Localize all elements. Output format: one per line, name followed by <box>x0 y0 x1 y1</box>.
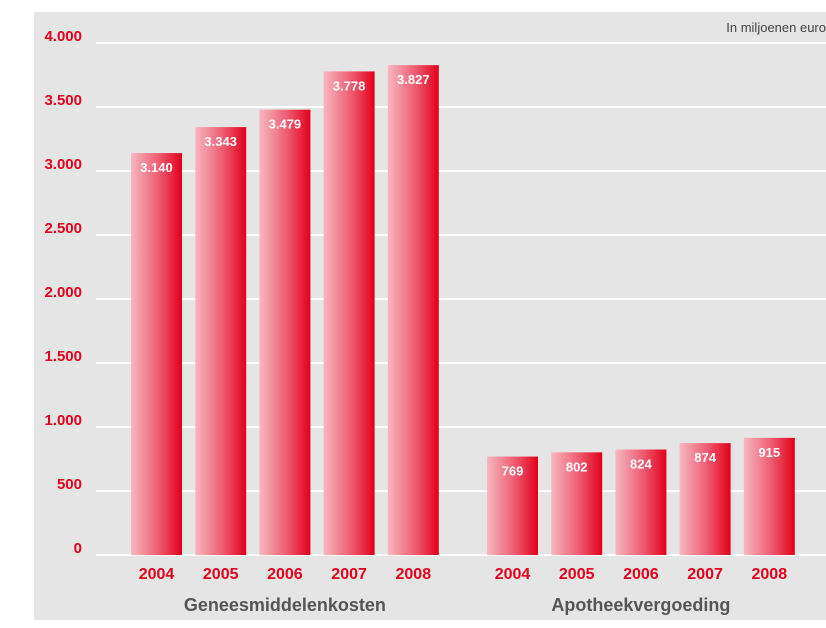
bar <box>551 452 603 555</box>
x-tick-label: 2005 <box>203 566 239 583</box>
bar <box>487 456 538 555</box>
x-tick-label: 2005 <box>559 566 595 583</box>
bar <box>131 153 182 555</box>
y-tick-label: 0 <box>74 540 82 557</box>
x-tick-label: 2004 <box>495 566 531 583</box>
bar <box>615 449 667 555</box>
x-tick-label: 2006 <box>267 566 303 583</box>
data-label: 3.479 <box>269 117 302 132</box>
y-tick-label: 2.000 <box>44 284 82 301</box>
bar <box>743 437 795 555</box>
data-label: 3.778 <box>333 78 366 93</box>
y-tick-label: 3.500 <box>44 92 82 109</box>
x-tick-label: 2007 <box>687 566 723 583</box>
x-tick-label: 2004 <box>139 566 175 583</box>
data-label: 824 <box>630 457 652 472</box>
group-label: Geneesmiddelenkosten <box>184 595 386 615</box>
x-tick-label: 2007 <box>331 566 367 583</box>
group-label: Apotheekvergoeding <box>551 595 730 615</box>
unit-note: In miljoenen euro <box>726 20 826 35</box>
y-tick-label: 1.000 <box>44 412 82 429</box>
y-tick-label: 3.000 <box>44 156 82 173</box>
data-label: 3.140 <box>140 160 173 175</box>
data-label: 915 <box>758 445 780 460</box>
bar <box>323 71 375 555</box>
data-label: 802 <box>566 459 588 474</box>
data-label: 769 <box>502 464 524 479</box>
bar <box>195 127 247 555</box>
x-tick-label: 2006 <box>623 566 659 583</box>
x-tick-label: 2008 <box>396 566 432 583</box>
data-label: 874 <box>694 450 716 465</box>
data-label: 3.827 <box>397 72 430 87</box>
y-tick-label: 1.500 <box>44 348 82 365</box>
x-tick-label: 2008 <box>752 566 788 583</box>
bar <box>387 65 439 556</box>
bar <box>259 109 311 556</box>
y-tick-label: 500 <box>57 476 82 493</box>
bar <box>679 443 731 555</box>
data-label: 3.343 <box>204 134 237 149</box>
y-tick-label: 4.000 <box>44 28 82 45</box>
y-tick-label: 2.500 <box>44 220 82 237</box>
